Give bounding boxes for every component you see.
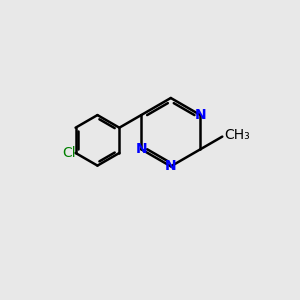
Text: CH₃: CH₃: [225, 128, 250, 142]
Text: N: N: [135, 142, 147, 156]
Text: N: N: [195, 108, 206, 122]
Text: Cl: Cl: [62, 146, 76, 160]
Text: N: N: [165, 159, 177, 173]
